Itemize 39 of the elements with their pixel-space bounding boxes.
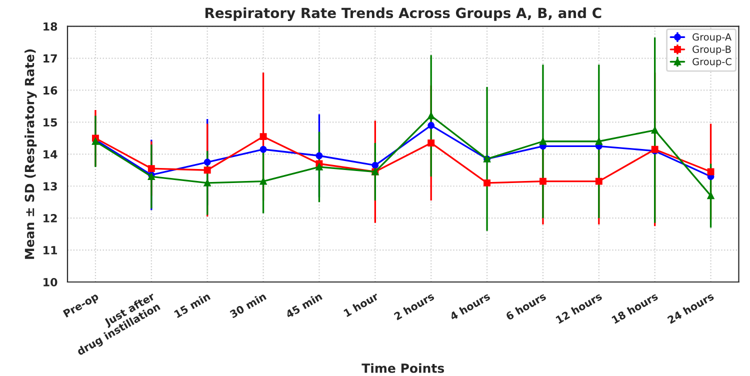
- point: [651, 126, 658, 134]
- point: [260, 133, 267, 140]
- point: [316, 152, 323, 160]
- y-tick-label: 16: [44, 86, 58, 95]
- x-tick-label: 15 min: [174, 292, 211, 318]
- point: [707, 192, 714, 200]
- point: [539, 138, 546, 145]
- point: [595, 138, 602, 145]
- point: [204, 166, 211, 174]
- point: [204, 179, 211, 186]
- point: [428, 122, 435, 129]
- x-tick-label: 45 min: [285, 292, 323, 318]
- y-tick-label: 14: [44, 150, 58, 158]
- y-tick-label: 12: [44, 214, 57, 222]
- point: [316, 163, 323, 170]
- point: [372, 162, 379, 169]
- point: [204, 158, 211, 166]
- y-axis-title: Mean ± SD (Respiratory Rate): [24, 49, 37, 259]
- point: [428, 140, 435, 146]
- legend-label: Group-A: [692, 33, 732, 43]
- x-tick-label: 30 min: [229, 292, 267, 318]
- y-tick-label: 10: [44, 278, 58, 286]
- x-axis-title: Time Points: [362, 363, 444, 373]
- point: [428, 112, 435, 120]
- point: [707, 168, 714, 176]
- legend-label: Group-C: [692, 58, 732, 68]
- point: [260, 146, 267, 153]
- point: [484, 179, 491, 186]
- point: [539, 178, 546, 185]
- y-tick-label: 13: [44, 182, 57, 190]
- point: [595, 178, 602, 185]
- y-tick-label: 17: [44, 54, 57, 62]
- y-tick-label: 11: [44, 246, 58, 254]
- chart-title: Respiratory Rate Trends Across Groups A, B, and C: [205, 7, 602, 21]
- y-tick-label: 18: [44, 22, 58, 31]
- point: [148, 165, 155, 172]
- legend-label: Group-B: [692, 46, 731, 55]
- point: [260, 178, 267, 185]
- y-tick-label: 15: [44, 118, 57, 127]
